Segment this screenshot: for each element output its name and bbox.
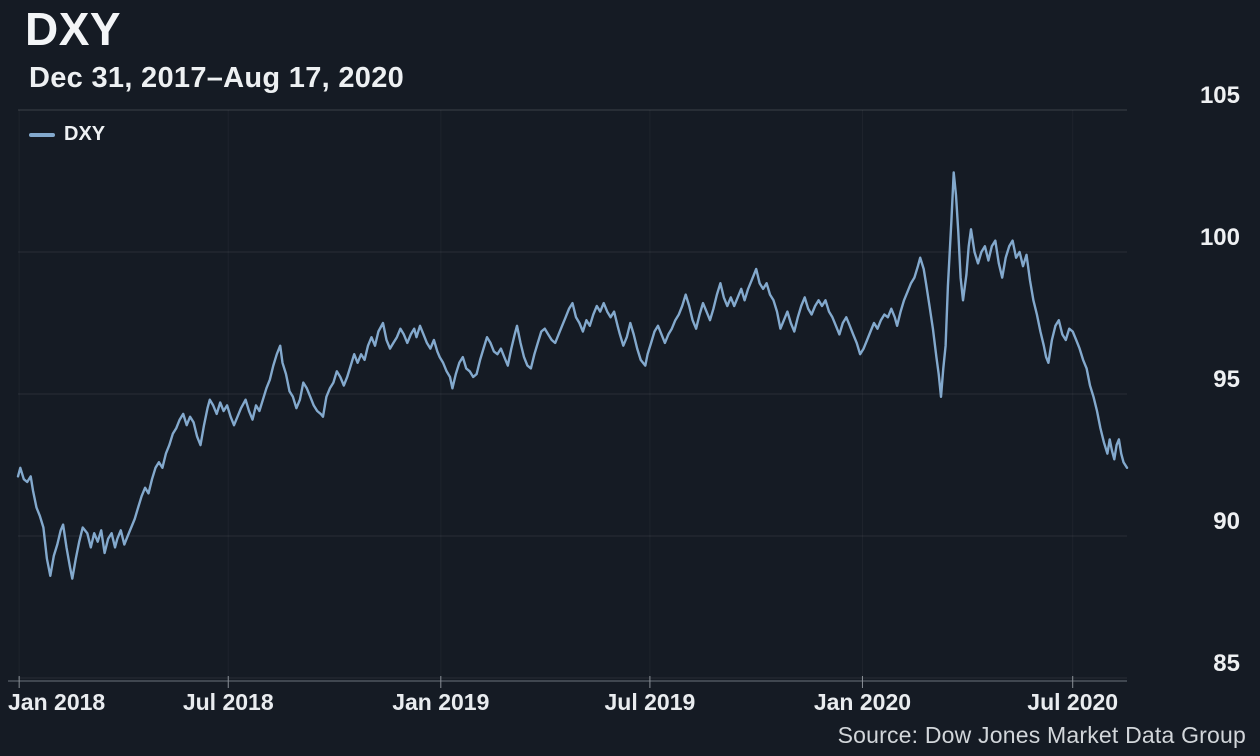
source-attribution: Source: Dow Jones Market Data Group <box>837 722 1246 748</box>
chart-title: DXY <box>25 3 122 55</box>
x-axis-tick-label: Jul 2018 <box>183 689 274 715</box>
y-axis-tick-label: 90 <box>1213 508 1240 535</box>
y-axis-tick-label: 85 <box>1213 650 1240 677</box>
legend-line-swatch-icon <box>29 132 55 137</box>
x-axis-tick-label: Jan 2020 <box>814 689 911 715</box>
y-axis-tick-label: 105 <box>1200 82 1240 109</box>
x-axis-tick-label: Jul 2019 <box>605 689 696 715</box>
y-axis-tick-label: 100 <box>1200 224 1240 251</box>
chart-header: DXY Dec 31, 2017–Aug 17, 2020 <box>25 4 404 95</box>
x-axis-tick-label: Jan 2018 <box>8 689 105 715</box>
x-axis-tick-label: Jan 2019 <box>392 689 489 715</box>
chart-date-range: Dec 31, 2017–Aug 17, 2020 <box>29 61 405 94</box>
x-axis-tick-label: Jul 2020 <box>1027 689 1118 715</box>
legend: DXY <box>29 123 105 146</box>
y-axis-tick-label: 95 <box>1213 366 1240 393</box>
legend-series-label: DXY <box>64 123 106 145</box>
dxy-series-line <box>16 171 1129 580</box>
